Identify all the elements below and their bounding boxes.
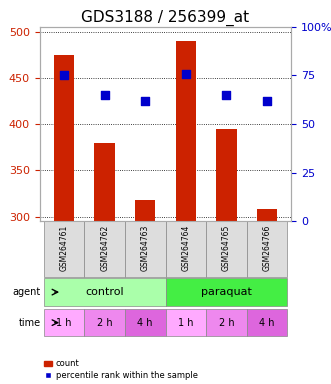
Text: 2 h: 2 h bbox=[218, 318, 234, 328]
FancyBboxPatch shape bbox=[166, 309, 206, 336]
Text: 1 h: 1 h bbox=[56, 318, 72, 328]
Bar bbox=[135, 200, 155, 221]
Point bbox=[102, 92, 107, 98]
Text: control: control bbox=[85, 287, 124, 297]
FancyBboxPatch shape bbox=[166, 221, 206, 277]
FancyBboxPatch shape bbox=[125, 221, 166, 277]
Text: GSM264763: GSM264763 bbox=[141, 225, 150, 271]
Title: GDS3188 / 256399_at: GDS3188 / 256399_at bbox=[81, 9, 250, 25]
FancyBboxPatch shape bbox=[206, 221, 247, 277]
FancyBboxPatch shape bbox=[44, 278, 166, 306]
Text: GSM264762: GSM264762 bbox=[100, 225, 109, 271]
Bar bbox=[257, 209, 277, 221]
FancyBboxPatch shape bbox=[206, 309, 247, 336]
Text: 4 h: 4 h bbox=[259, 318, 275, 328]
Text: 4 h: 4 h bbox=[137, 318, 153, 328]
Text: GSM264761: GSM264761 bbox=[60, 225, 69, 271]
Point bbox=[143, 98, 148, 104]
FancyBboxPatch shape bbox=[247, 309, 287, 336]
Legend: count, percentile rank within the sample: count, percentile rank within the sample bbox=[44, 359, 198, 380]
FancyBboxPatch shape bbox=[166, 278, 287, 306]
FancyBboxPatch shape bbox=[125, 309, 166, 336]
Text: GSM264766: GSM264766 bbox=[262, 225, 271, 271]
Point bbox=[62, 73, 67, 79]
Point bbox=[224, 92, 229, 98]
Text: agent: agent bbox=[12, 287, 40, 297]
FancyBboxPatch shape bbox=[84, 309, 125, 336]
FancyBboxPatch shape bbox=[84, 221, 125, 277]
Text: 2 h: 2 h bbox=[97, 318, 113, 328]
Point bbox=[183, 70, 188, 76]
Text: time: time bbox=[19, 318, 40, 328]
Text: 1 h: 1 h bbox=[178, 318, 194, 328]
Point bbox=[264, 98, 269, 104]
Bar bbox=[54, 55, 74, 221]
FancyBboxPatch shape bbox=[247, 221, 287, 277]
Text: paraquat: paraquat bbox=[201, 287, 252, 297]
FancyBboxPatch shape bbox=[44, 221, 84, 277]
Text: GSM264764: GSM264764 bbox=[181, 225, 190, 271]
Bar bbox=[176, 41, 196, 221]
Bar bbox=[94, 142, 115, 221]
Bar bbox=[216, 129, 237, 221]
Text: GSM264765: GSM264765 bbox=[222, 225, 231, 271]
FancyBboxPatch shape bbox=[44, 309, 84, 336]
